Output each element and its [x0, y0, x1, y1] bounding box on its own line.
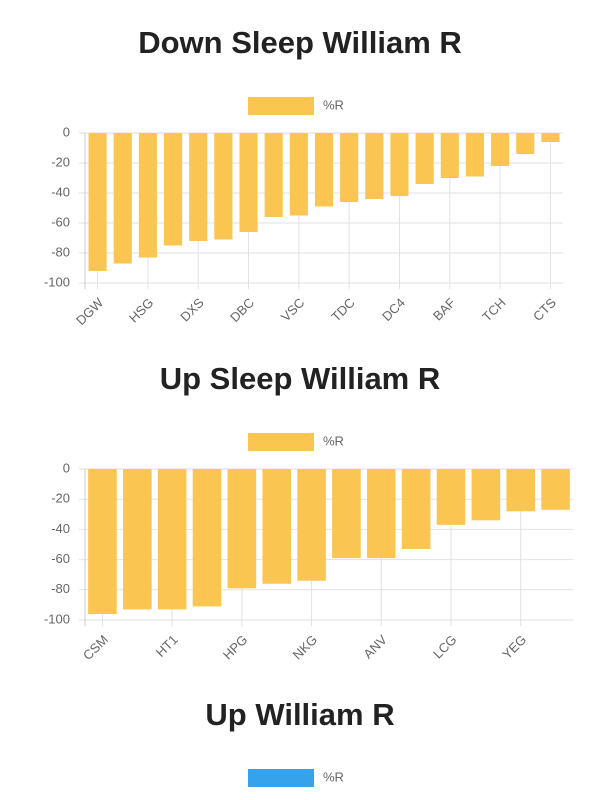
- legend-swatch: [248, 433, 314, 451]
- bar: [262, 469, 292, 584]
- y-tick-label: -20: [51, 491, 70, 506]
- x-tick-label: HPG: [220, 632, 251, 663]
- bar: [122, 469, 152, 610]
- bar: [88, 469, 117, 614]
- x-tick-label: CTS: [530, 295, 559, 324]
- legend-swatch: [248, 97, 314, 115]
- bar: [506, 469, 536, 512]
- bar: [465, 133, 485, 177]
- y-tick-label: 0: [63, 460, 70, 475]
- y-tick-label: -80: [51, 244, 70, 259]
- bar: [366, 469, 396, 559]
- y-tick-label: -20: [51, 154, 70, 169]
- x-tick-label: NKG: [290, 632, 321, 663]
- legend-label: %R: [323, 433, 344, 448]
- bar: [415, 133, 434, 184]
- bar: [289, 133, 308, 216]
- chart-title: Up Sleep William R: [160, 361, 441, 396]
- x-tick-label: ANV: [360, 632, 390, 662]
- legend-label: %R: [323, 769, 344, 784]
- y-tick-label: -80: [51, 581, 70, 596]
- x-tick-label: LCG: [430, 632, 460, 662]
- x-tick-label: DXS: [177, 295, 207, 325]
- chart-title: Down Sleep William R: [138, 25, 462, 60]
- x-tick-label: CSM: [80, 632, 111, 663]
- bar: [192, 469, 222, 607]
- y-tick-label: 0: [63, 124, 70, 139]
- bar: [541, 133, 560, 142]
- x-tick-label: TDC: [328, 295, 357, 324]
- bar: [189, 133, 208, 241]
- x-tick-label: TCH: [479, 295, 508, 324]
- bar: [88, 133, 107, 271]
- bar: [113, 133, 132, 264]
- y-tick-label: -100: [44, 274, 70, 289]
- bar: [163, 133, 183, 246]
- x-tick-label: DBC: [227, 295, 257, 325]
- x-tick-label: VSC: [278, 295, 308, 325]
- x-tick-label: BAF: [430, 295, 459, 324]
- y-tick-label: -40: [51, 521, 70, 536]
- x-tick-label: DGW: [73, 294, 107, 328]
- bar: [264, 133, 283, 217]
- bar: [227, 469, 257, 589]
- bar: [471, 469, 501, 521]
- bar: [436, 469, 466, 525]
- x-tick-label: HT1: [153, 632, 181, 660]
- bar: [491, 133, 510, 166]
- bar: [332, 469, 361, 559]
- legend-label: %R: [323, 97, 344, 112]
- bar: [214, 133, 233, 240]
- y-tick-label: -60: [51, 214, 70, 229]
- bar: [239, 133, 258, 232]
- x-tick-label: YEG: [499, 632, 529, 662]
- x-tick-label: HSG: [126, 295, 157, 326]
- bar: [516, 133, 535, 154]
- bar: [541, 469, 570, 510]
- y-tick-label: -60: [51, 551, 70, 566]
- bar: [297, 469, 326, 581]
- bar: [138, 133, 157, 258]
- bar: [365, 133, 384, 199]
- y-tick-label: -100: [44, 611, 70, 626]
- bar: [340, 133, 359, 202]
- bar: [401, 469, 431, 550]
- bar: [440, 133, 459, 178]
- bar: [157, 469, 187, 610]
- bar: [314, 133, 334, 207]
- legend-swatch: [248, 769, 314, 787]
- x-tick-label: DC4: [379, 295, 408, 324]
- chart-title: Up William R: [205, 697, 394, 732]
- bar: [390, 133, 409, 196]
- y-tick-label: -40: [51, 184, 70, 199]
